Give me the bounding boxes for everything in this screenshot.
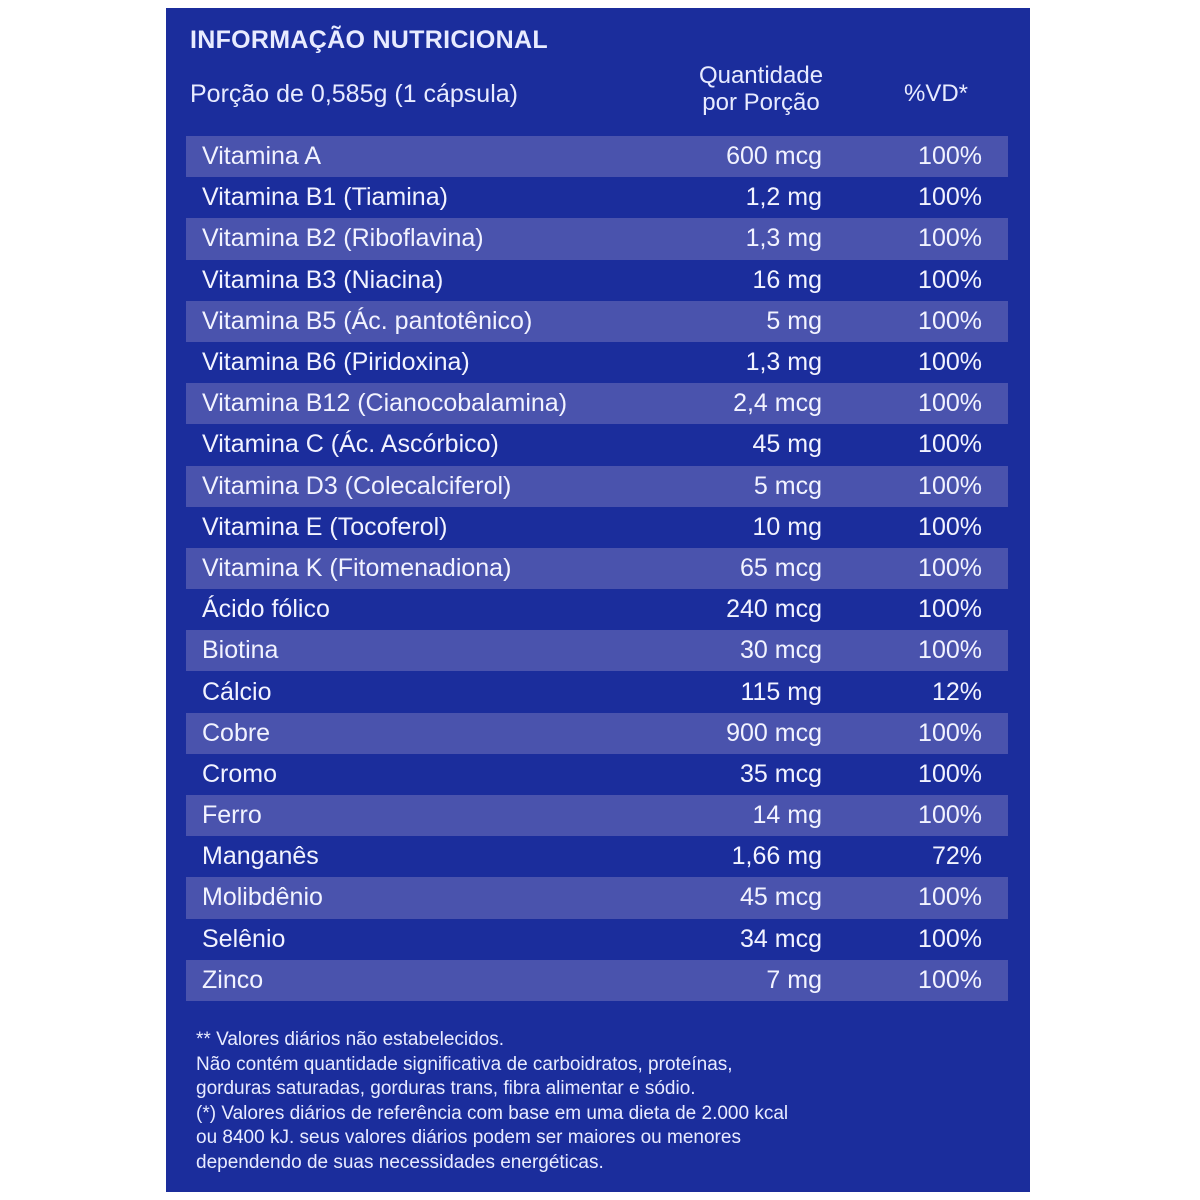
table-row: Ácido fólico 240 mcg 100% — [186, 589, 1008, 630]
table-row: Cromo 35 mcg 100% — [186, 754, 1008, 795]
nutrient-daily-value: 100% — [918, 430, 982, 459]
nutrient-daily-value: 100% — [918, 142, 982, 171]
nutrient-quantity: 1,66 mg — [731, 842, 822, 871]
nutrient-quantity: 1,3 mg — [745, 224, 822, 253]
nutrient-name: Vitamina K (Fitomenadiona) — [202, 553, 512, 582]
table-row: Vitamina D3 (Colecalciferol) 5 mcg 100% — [186, 465, 1008, 507]
nutrient-quantity: 115 mg — [740, 677, 822, 706]
table-row: Vitamina B1 (Tiamina) 1,2 mg 100% — [186, 177, 1008, 218]
nutrient-name: Ácido fólico — [202, 595, 330, 624]
footnote-line: Não contém quantidade significativa de c… — [196, 1053, 733, 1075]
nutrient-quantity: 1,3 mg — [745, 348, 822, 377]
table-row: Manganês 1,66 mg 72% — [186, 836, 1008, 877]
nutrient-quantity: 34 mcg — [740, 924, 822, 953]
nutrient-name: Vitamina B2 (Riboflavina) — [202, 224, 484, 253]
table-row: Ferro 14 mg 100% — [186, 795, 1008, 837]
nutrient-name: Selênio — [202, 924, 286, 953]
footnotes: ** Valores diários não estabelecidos. Não… — [196, 1028, 996, 1175]
nutrient-name: Cálcio — [202, 677, 272, 706]
nutrient-quantity: 65 mcg — [740, 553, 822, 582]
nutrient-name: Vitamina A — [202, 142, 322, 171]
nutrient-daily-value: 100% — [918, 801, 982, 830]
nutrient-daily-value: 100% — [918, 718, 982, 747]
column-header-quantity-line2: por Porção — [702, 89, 820, 116]
table-row: Vitamina E (Tocoferol) 10 mg 100% — [186, 507, 1008, 548]
table-row: Vitamina B2 (Riboflavina) 1,3 mg 100% — [186, 218, 1008, 260]
nutrient-daily-value: 100% — [918, 265, 982, 294]
column-header-quantity: Quantidade por Porção — [666, 62, 856, 116]
nutrient-name: Biotina — [202, 636, 279, 665]
nutrient-quantity: 16 mg — [752, 265, 822, 294]
nutrient-quantity: 900 mcg — [726, 718, 822, 747]
nutrient-quantity: 5 mcg — [753, 471, 822, 500]
nutrient-name: Manganês — [202, 842, 319, 871]
nutrient-table: Vitamina A 600 mcg 100% Vitamina B1 (Tiamin… — [186, 136, 1008, 1001]
nutrient-daily-value: 100% — [918, 883, 982, 912]
panel-title: INFORMAÇÃO NUTRICIONAL — [190, 26, 548, 54]
nutrient-name: Cobre — [202, 718, 271, 747]
table-row: Vitamina B6 (Piridoxina) 1,3 mg 100% — [186, 342, 1008, 383]
nutrient-name: Vitamina D3 (Colecalciferol) — [202, 471, 512, 500]
nutrient-quantity: 30 mcg — [740, 636, 822, 665]
nutrient-name: Ferro — [202, 801, 262, 830]
nutrient-daily-value: 100% — [918, 636, 982, 665]
nutrient-daily-value: 100% — [918, 348, 982, 377]
nutrient-daily-value: 100% — [918, 512, 982, 541]
footnote-line: dependendo de suas necessidades energéti… — [196, 1151, 604, 1173]
nutrient-daily-value: 100% — [918, 306, 982, 335]
nutrient-daily-value: 100% — [918, 965, 982, 994]
nutrient-name: Vitamina C (Ác. Ascórbico) — [202, 430, 499, 459]
footnote-line: gorduras saturadas, gorduras trans, fibr… — [196, 1078, 696, 1099]
nutrient-daily-value: 100% — [918, 595, 982, 624]
nutrient-quantity: 7 mg — [766, 965, 822, 994]
nutrient-name: Vitamina B6 (Piridoxina) — [202, 348, 470, 377]
nutrient-daily-value: 12% — [931, 677, 982, 706]
nutrient-daily-value: 100% — [918, 924, 982, 953]
nutrient-quantity: 45 mg — [752, 430, 822, 459]
table-row: Vitamina K (Fitomenadiona) 65 mcg 100% — [186, 547, 1008, 590]
nutrient-quantity: 10 mg — [752, 512, 822, 541]
table-row: Zinco 7 mg 100% — [186, 959, 1008, 1001]
nutrient-name: Vitamina B1 (Tiamina) — [202, 183, 448, 212]
nutrition-facts-panel: INFORMAÇÃO NUTRICIONAL Porção de 0,585g … — [166, 8, 1030, 1192]
nutrient-daily-value: 100% — [918, 759, 982, 788]
table-row: Cálcio 115 mg 12% — [186, 671, 1008, 712]
nutrient-daily-value: 100% — [918, 553, 982, 582]
table-row: Vitamina C (Ác. Ascórbico) 45 mg 100% — [186, 424, 1008, 465]
table-row: Vitamina A 600 mcg 100% — [186, 136, 1008, 178]
nutrient-name: Molibdênio — [202, 883, 323, 912]
nutrient-name: Vitamina B12 (Cianocobalamina) — [202, 389, 568, 418]
nutrient-name: Vitamina B3 (Niacina) — [202, 265, 444, 294]
portion-size: Porção de 0,585g (1 cápsula) — [190, 80, 518, 108]
nutrient-name: Zinco — [202, 965, 264, 994]
table-row: Vitamina B12 (Cianocobalamina) 2,4 mcg 100… — [186, 383, 1008, 425]
nutrient-name: Vitamina E (Tocoferol) — [202, 512, 448, 541]
table-row: Vitamina B5 (Ác. pantotênico) 5 mg 100% — [186, 300, 1008, 342]
nutrient-quantity: 600 mcg — [726, 142, 822, 171]
nutrient-quantity: 45 mcg — [740, 883, 822, 912]
nutrient-quantity: 14 mg — [752, 801, 822, 830]
table-row: Cobre 900 mcg 100% — [186, 712, 1008, 754]
nutrient-daily-value: 100% — [918, 389, 982, 418]
nutrient-daily-value: 100% — [918, 471, 982, 500]
table-row: Biotina 30 mcg 100% — [186, 630, 1008, 672]
nutrient-quantity: 35 mcg — [740, 759, 822, 788]
nutrient-daily-value: 100% — [918, 183, 982, 212]
footnote-line: ou 8400 kJ. seus valores diários podem s… — [196, 1127, 741, 1148]
footnote-line: (*) Valores diários de referência com ba… — [196, 1102, 789, 1124]
footnote-line: ** Valores diários não estabelecidos. — [196, 1029, 505, 1050]
nutrient-quantity: 240 mcg — [726, 595, 822, 624]
nutrient-name: Cromo — [202, 759, 278, 788]
nutrient-name: Vitamina B5 (Ác. pantotênico) — [202, 306, 533, 335]
column-header-quantity-line1: Quantidade — [698, 62, 824, 89]
table-row: Vitamina B3 (Niacina) 16 mg 100% — [186, 260, 1008, 301]
column-header-daily-value: %VD* — [903, 80, 969, 107]
table-row: Molibdênio 45 mcg 100% — [186, 877, 1008, 919]
nutrient-daily-value: 72% — [931, 842, 982, 871]
nutrient-quantity: 2,4 mcg — [733, 389, 822, 418]
nutrient-quantity: 1,2 mg — [745, 183, 822, 212]
nutrient-daily-value: 100% — [918, 224, 982, 253]
table-row: Selênio 34 mcg 100% — [186, 919, 1008, 960]
nutrient-quantity: 5 mg — [766, 306, 822, 335]
